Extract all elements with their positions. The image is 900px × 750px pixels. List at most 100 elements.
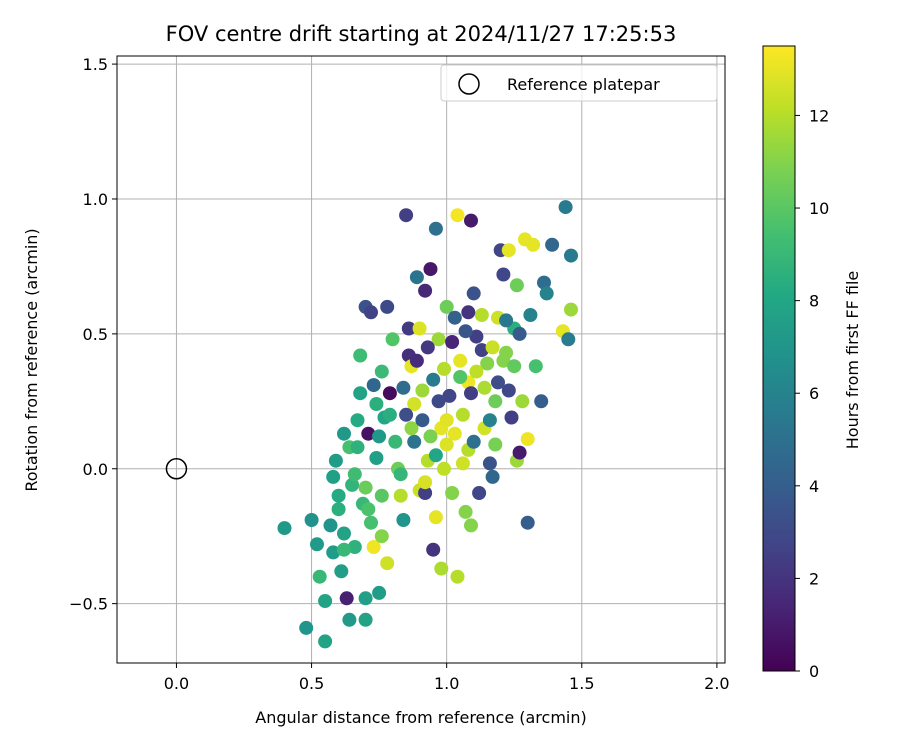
data-point bbox=[464, 213, 478, 228]
data-point bbox=[437, 361, 451, 376]
data-point bbox=[337, 542, 351, 557]
data-point bbox=[366, 378, 381, 393]
data-point bbox=[537, 275, 551, 290]
data-point bbox=[499, 313, 514, 328]
data-point bbox=[431, 394, 446, 409]
data-point bbox=[361, 426, 376, 441]
data-point bbox=[345, 477, 360, 492]
data-point bbox=[509, 278, 524, 293]
data-point bbox=[331, 488, 346, 503]
data-point bbox=[439, 437, 454, 452]
data-point bbox=[423, 429, 438, 444]
data-point bbox=[469, 329, 484, 344]
data-point bbox=[353, 386, 368, 401]
data-point bbox=[439, 413, 454, 428]
data-point bbox=[447, 426, 462, 441]
data-point bbox=[426, 372, 441, 387]
x-tick-label: 2.0 bbox=[704, 674, 729, 693]
data-point bbox=[382, 386, 397, 401]
data-point bbox=[564, 248, 578, 263]
data-point bbox=[526, 237, 541, 252]
data-point bbox=[466, 434, 481, 449]
data-point bbox=[539, 286, 554, 301]
data-point bbox=[450, 208, 465, 223]
data-point bbox=[482, 456, 497, 471]
data-point bbox=[372, 585, 387, 600]
data-point bbox=[358, 612, 373, 627]
data-point bbox=[523, 308, 538, 322]
data-point bbox=[528, 359, 543, 374]
colorbar-tick-label: 4 bbox=[809, 477, 819, 496]
data-point bbox=[504, 410, 519, 425]
data-point bbox=[428, 510, 443, 525]
data-point bbox=[396, 513, 411, 527]
data-point bbox=[428, 221, 443, 236]
x-tick-label: 0.5 bbox=[299, 674, 324, 693]
data-point bbox=[439, 299, 454, 314]
data-point bbox=[299, 620, 314, 635]
data-point bbox=[364, 305, 378, 320]
data-point bbox=[453, 370, 468, 384]
data-point bbox=[485, 340, 500, 355]
data-point bbox=[469, 364, 484, 379]
data-point bbox=[318, 594, 333, 608]
y-tick-label: 0.5 bbox=[83, 325, 108, 344]
data-point bbox=[447, 310, 462, 325]
data-point bbox=[418, 283, 433, 298]
data-point bbox=[453, 353, 468, 368]
data-point bbox=[512, 445, 527, 460]
data-point bbox=[326, 545, 341, 560]
data-point bbox=[318, 634, 333, 649]
y-tick-label: −0.5 bbox=[69, 595, 108, 614]
data-point bbox=[415, 383, 430, 398]
data-points bbox=[277, 200, 578, 649]
data-point bbox=[407, 434, 422, 449]
data-point bbox=[364, 515, 378, 530]
data-point bbox=[409, 270, 424, 285]
data-point bbox=[485, 469, 500, 484]
y-tick-label: 1.5 bbox=[83, 55, 108, 74]
legend-box bbox=[440, 64, 718, 102]
data-point bbox=[304, 513, 319, 527]
data-point bbox=[399, 407, 414, 422]
data-point bbox=[396, 380, 411, 395]
y-tick-label: 0.0 bbox=[83, 460, 108, 479]
data-point bbox=[372, 429, 387, 444]
data-point bbox=[420, 340, 435, 355]
data-point bbox=[426, 542, 441, 557]
data-point bbox=[382, 407, 397, 422]
data-point bbox=[545, 237, 560, 252]
data-point bbox=[496, 267, 511, 282]
colorbar-gradient bbox=[762, 45, 796, 672]
legend-entry-label: Reference platepar bbox=[507, 75, 660, 94]
legend: Reference platepar bbox=[440, 64, 718, 102]
data-point bbox=[431, 332, 446, 347]
data-point bbox=[374, 488, 389, 503]
data-point bbox=[337, 526, 351, 541]
data-point bbox=[407, 397, 422, 411]
data-point bbox=[393, 488, 408, 503]
data-point bbox=[472, 486, 487, 500]
data-point bbox=[310, 537, 324, 552]
data-point bbox=[418, 486, 433, 500]
data-point bbox=[558, 200, 573, 215]
data-point bbox=[464, 386, 478, 401]
data-point bbox=[339, 591, 354, 606]
x-axis-label: Angular distance from reference (arcmin) bbox=[255, 708, 586, 727]
data-point bbox=[366, 540, 381, 554]
y-axis-ticks: −0.5 0.0 0.5 1.0 1.5 bbox=[69, 55, 117, 614]
data-point bbox=[474, 343, 489, 358]
data-point bbox=[353, 348, 368, 363]
colorbar-label: Hours from first FF file bbox=[843, 271, 862, 450]
colorbar-ticks: 0 2 4 6 8 10 12 bbox=[795, 106, 829, 681]
colorbar-tick-label: 10 bbox=[809, 199, 829, 218]
data-point bbox=[520, 515, 535, 530]
data-point bbox=[361, 502, 376, 517]
data-point bbox=[534, 394, 549, 409]
data-point bbox=[342, 612, 357, 627]
data-point bbox=[512, 326, 527, 341]
data-point bbox=[434, 561, 449, 576]
data-point bbox=[450, 569, 465, 584]
legend-open-circle-icon bbox=[458, 73, 480, 95]
data-point bbox=[312, 569, 327, 584]
